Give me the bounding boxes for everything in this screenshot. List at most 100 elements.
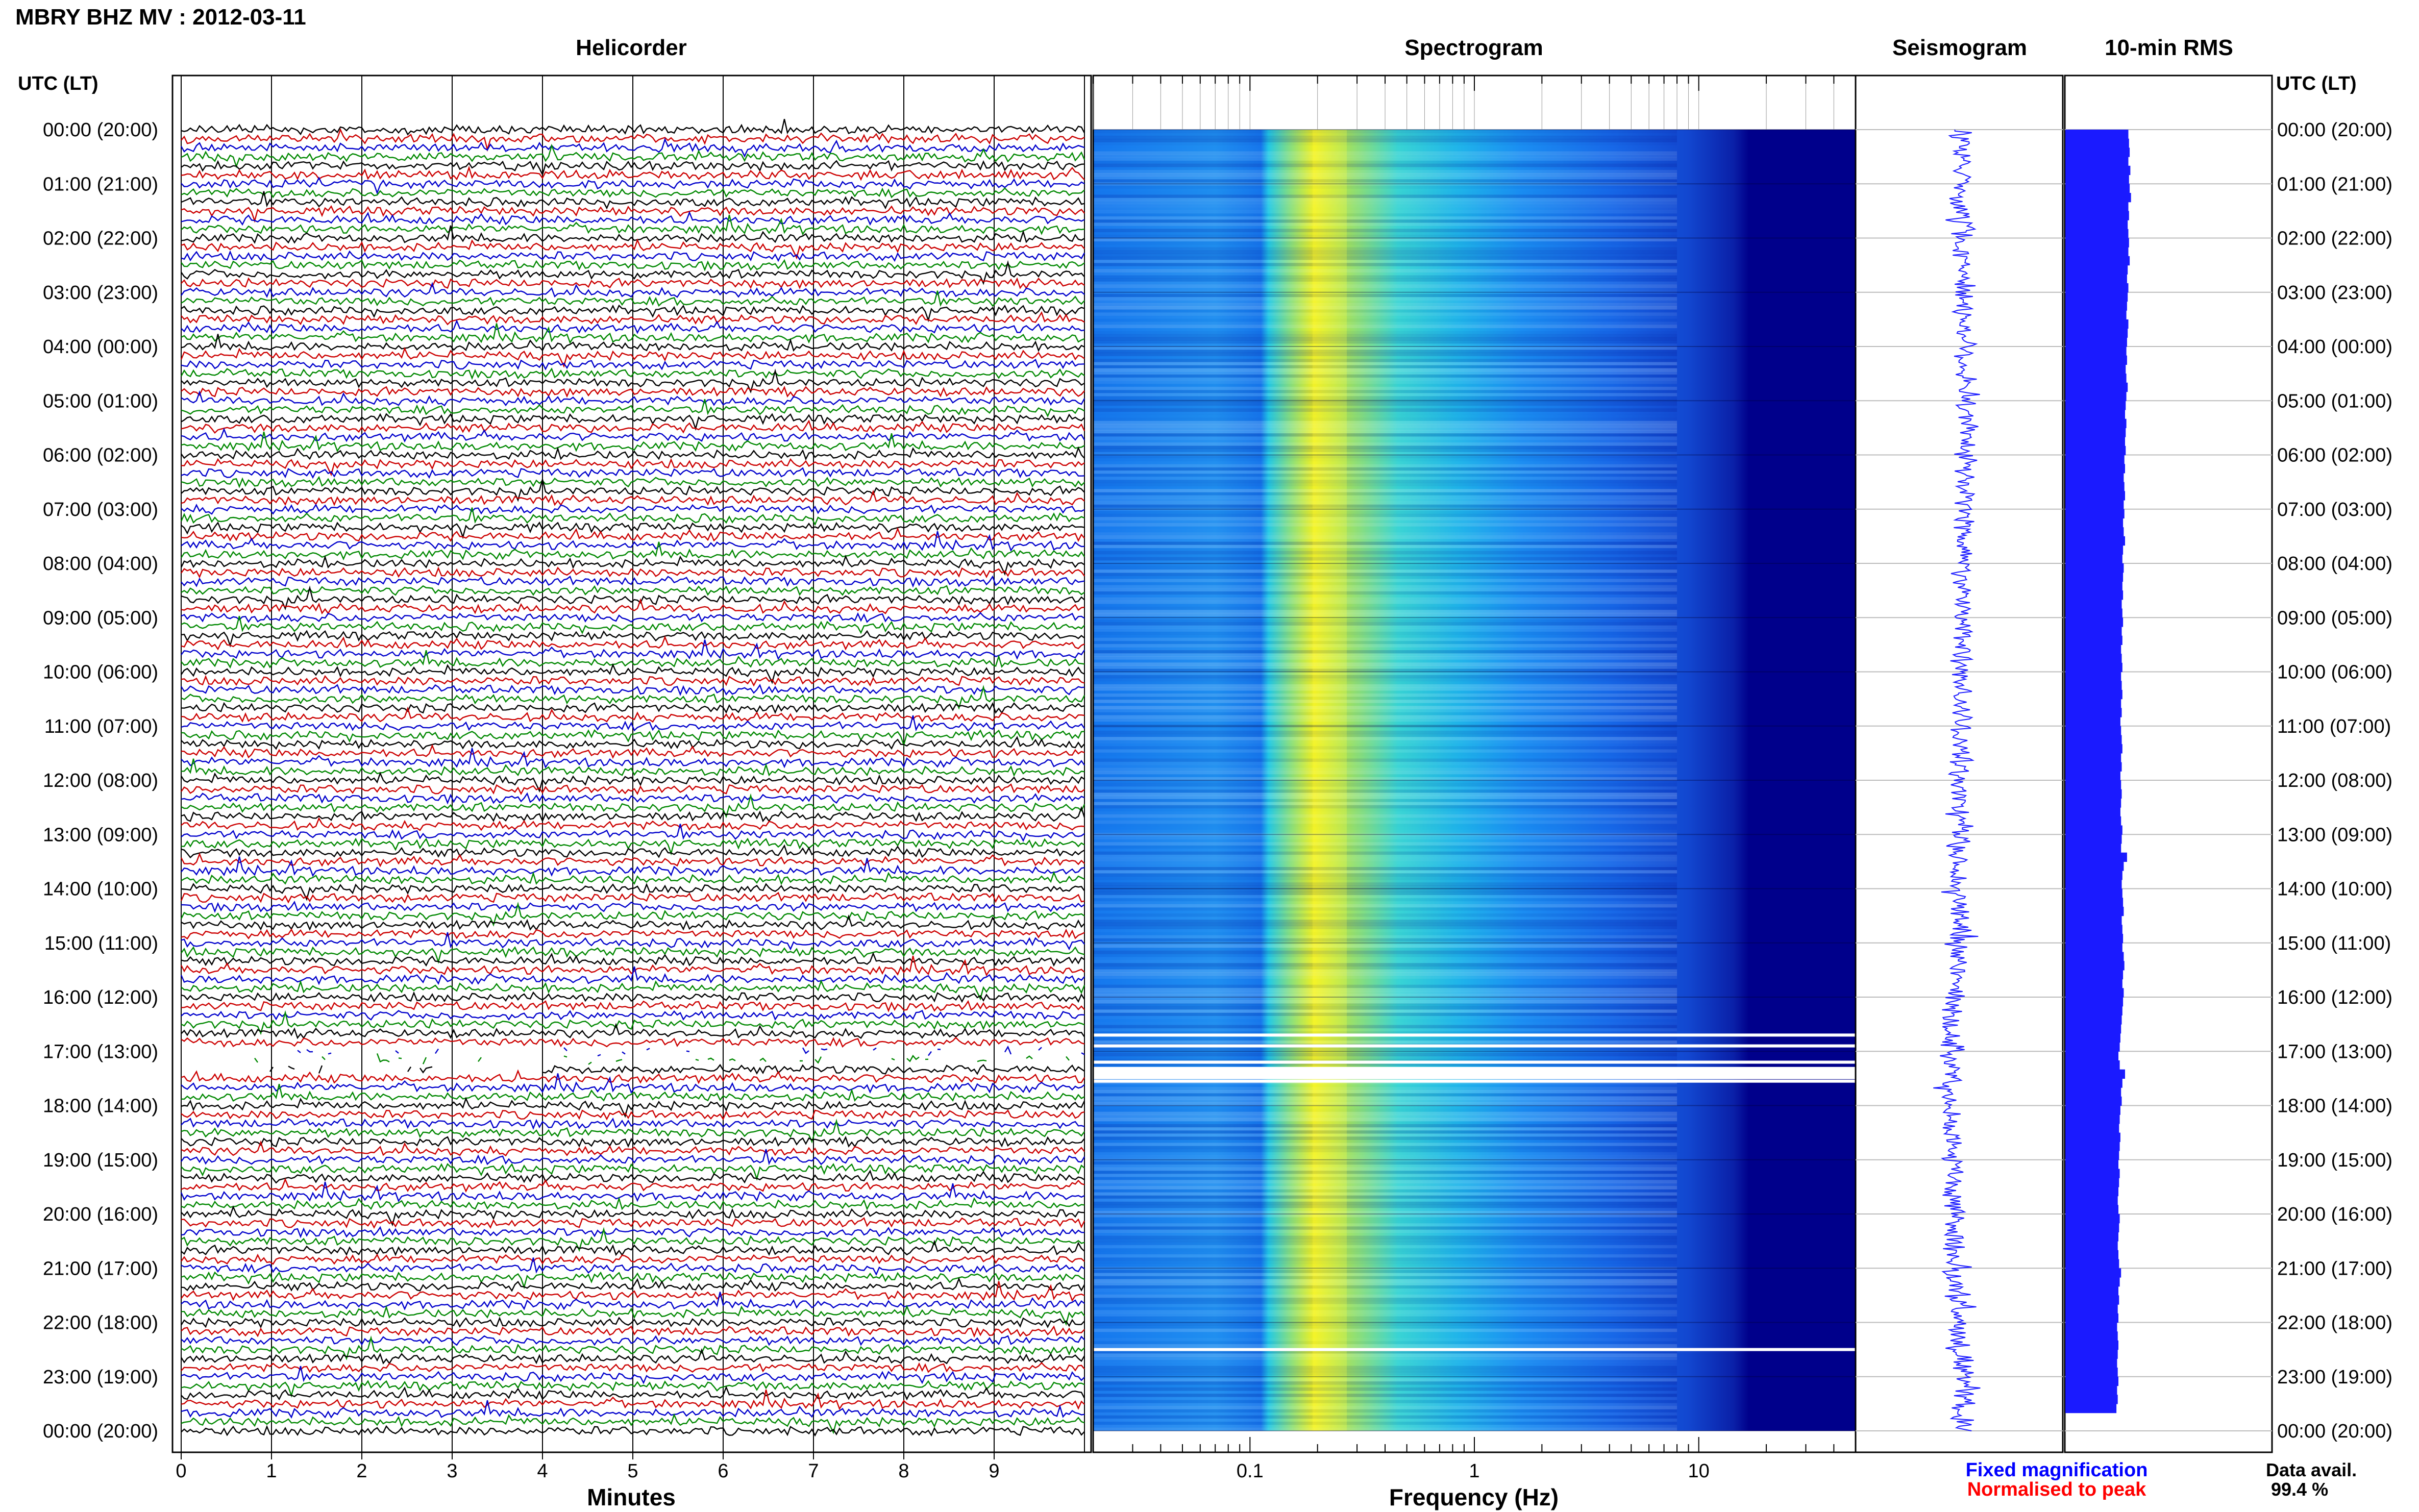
time-label-left: 19:00 (15:00) [43, 1150, 158, 1171]
rms-bar [2065, 979, 2122, 988]
spectrogram-row [1093, 836, 1677, 839]
helicorder-trace [181, 323, 1085, 344]
spectrogram-row [1093, 786, 1677, 790]
spectrogram-row [1093, 569, 1677, 573]
rms-bar [2065, 825, 2122, 835]
helicorder-trace [180, 346, 1085, 368]
spectrogram-row [1093, 573, 1677, 576]
rms-bar [2065, 1259, 2119, 1269]
spectrogram-row [1093, 656, 1677, 660]
spectrogram-row [1093, 368, 1677, 372]
rms-bar [2065, 1096, 2122, 1106]
helicorder-trace [181, 160, 1085, 177]
rms-bar [2065, 1114, 2120, 1124]
frequency-tick-label: 1 [1469, 1460, 1479, 1482]
helicorder-trace [181, 531, 1085, 552]
spectrogram-row [1093, 1400, 1677, 1403]
spectrogram-row [1093, 1198, 1677, 1202]
spectrogram-row [1093, 758, 1677, 762]
spectrogram-gap [1093, 1079, 1856, 1083]
spectrogram-row [1093, 1292, 1677, 1295]
spectrogram-row [1093, 526, 1677, 530]
spectrogram-row [1093, 1424, 1677, 1428]
spectrogram-row [1093, 473, 1677, 477]
helicorder-trace [181, 319, 1085, 334]
spectrogram-row [1093, 511, 1677, 514]
helicorder-trace [181, 368, 1085, 394]
helicorder-trace [181, 729, 1085, 747]
spectrogram-row [1093, 402, 1677, 406]
spectrogram-row [1093, 987, 1677, 992]
helicorder-trace [181, 431, 1085, 453]
helicorder-trace [181, 399, 1085, 417]
spectrogram-row [1093, 1102, 1677, 1106]
spectrogram-row [1093, 752, 1677, 756]
spectrogram-row [1093, 346, 1677, 350]
spectrogram-row [1093, 851, 1677, 855]
spectrogram-row [1093, 1242, 1677, 1246]
helicorder-trace [181, 1009, 1085, 1021]
rms-bar [2065, 1403, 2117, 1414]
spectrogram-row [1093, 1118, 1677, 1122]
helicorder-trace [181, 663, 1085, 684]
spectrogram-row [1093, 1056, 1677, 1059]
helicorder-trace [181, 837, 1085, 856]
helicorder-trace [181, 1149, 1085, 1166]
helicorder-trace [180, 137, 1085, 158]
rms-bar [2065, 1060, 2120, 1070]
helicorder-trace [181, 748, 1085, 769]
time-label-left: 22:00 (18:00) [43, 1312, 158, 1334]
spectrogram-row [1093, 461, 1677, 465]
rms-bar [2065, 355, 2127, 365]
time-label-left: 20:00 (16:00) [43, 1204, 158, 1225]
spectrogram-row [1093, 1019, 1677, 1023]
spectrogram-row [1093, 1139, 1677, 1143]
rms-bar [2065, 744, 2122, 754]
spectrogram-row [1093, 293, 1677, 298]
rms-bar [2065, 906, 2124, 916]
spectrogram-row [1093, 1372, 1677, 1376]
time-label-left: 07:00 (03:00) [43, 499, 158, 520]
time-label-left: 02:00 (22:00) [43, 228, 158, 250]
spectrogram-row [1093, 1381, 1677, 1385]
spectrogram-row [1093, 814, 1677, 818]
rms-bar [2065, 1159, 2118, 1170]
spectrogram-row [1093, 1124, 1677, 1128]
spectrogram-row [1093, 690, 1677, 694]
spectrogram-row [1093, 743, 1677, 747]
spectrogram-row [1093, 1328, 1677, 1332]
spectrogram-row [1093, 585, 1677, 589]
spectrogram-row [1093, 1174, 1677, 1177]
spectrogram-row [1093, 1391, 1677, 1394]
spectrogram-row [1093, 733, 1677, 737]
spectrogram-row [1093, 824, 1677, 827]
spectrogram-row [1093, 179, 1677, 183]
spectrogram-row [1093, 207, 1677, 211]
helicorder-trace [181, 476, 1085, 488]
time-label-right: 00:00 (20:00) [2277, 119, 2392, 141]
rms-bar [2065, 1078, 2122, 1088]
spectrogram-row [1093, 1397, 1677, 1400]
spectrogram-row [1093, 796, 1677, 799]
spectrogram-row [1093, 380, 1677, 384]
spectrogram-row [1093, 761, 1677, 765]
spectrogram-row [1093, 483, 1677, 486]
rms-bar [2065, 898, 2124, 907]
rms-bar [2065, 1006, 2122, 1015]
spectrogram-row [1093, 210, 1677, 214]
helicorder-trace [181, 489, 1085, 506]
rms-bar [2065, 319, 2129, 329]
seismogram-frame [1855, 75, 2064, 1453]
spectrogram-row [1093, 489, 1677, 492]
station-title: MBRY BHZ MV : 2012-03-11 [15, 5, 306, 30]
spectrogram-row [1093, 1409, 1677, 1413]
helicorder-trace [181, 1118, 1085, 1144]
helicorder-trace [181, 806, 1085, 823]
time-label-right: 09:00 (05:00) [2277, 607, 2392, 629]
helicorder-trace [181, 119, 1085, 136]
spectrogram-row [1093, 684, 1677, 688]
spectrogram-row [1093, 417, 1677, 422]
spectrogram-row [1093, 467, 1677, 471]
rms-bar [2065, 1015, 2122, 1025]
spectrogram-row [1093, 247, 1677, 251]
